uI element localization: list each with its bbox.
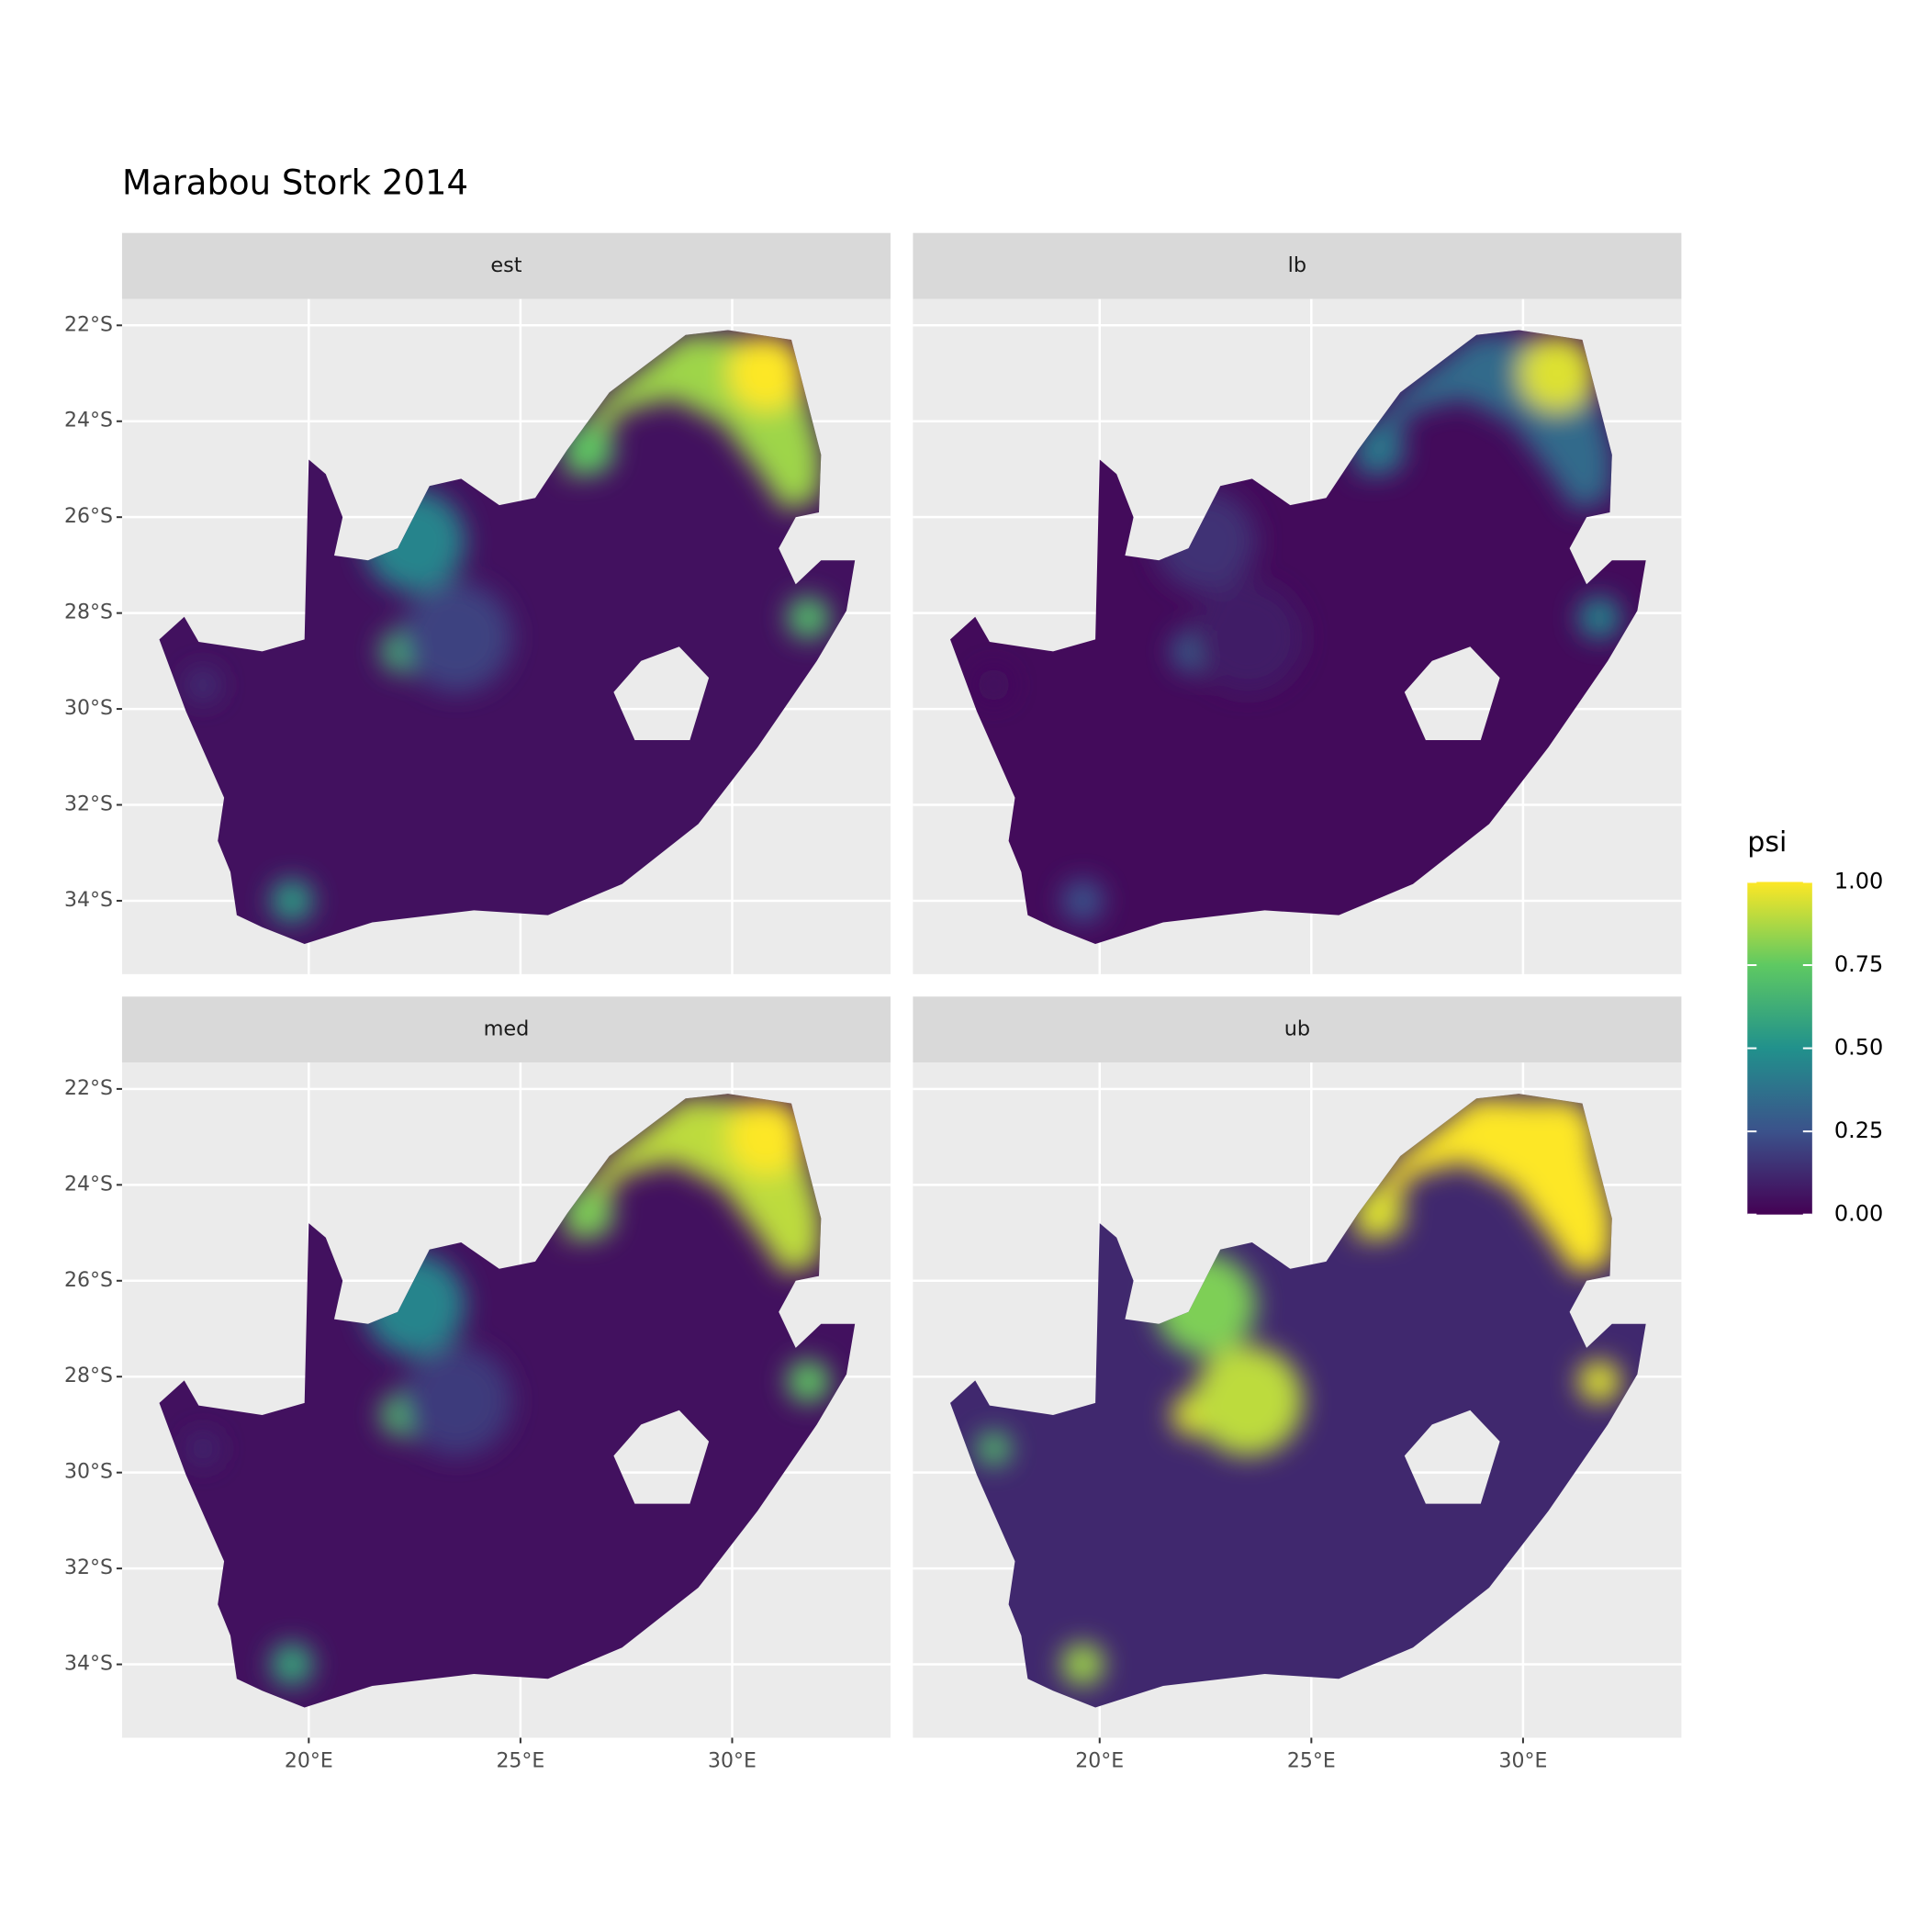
- y-tick-label: 28°S: [64, 1365, 113, 1387]
- y-tick-label: 26°S: [64, 1269, 113, 1292]
- psi-blur: [185, 1097, 830, 1686]
- psi-spot: [1577, 1360, 1620, 1403]
- psi-spot: [401, 581, 512, 692]
- psi-spot: [977, 1432, 1011, 1466]
- psi-spot: [1193, 581, 1304, 692]
- psi-spot: [1519, 335, 1596, 412]
- y-tick-label: 24°S: [64, 410, 113, 432]
- psi-spot: [1061, 1643, 1104, 1686]
- strip: [913, 232, 1682, 299]
- psi-spot: [727, 335, 804, 412]
- strip: [121, 232, 891, 299]
- psi-spot: [185, 668, 220, 702]
- x-tick-label: 30°E: [1498, 1749, 1547, 1772]
- y-tick-label: 34°S: [64, 1653, 113, 1676]
- legend-label: 0.25: [1834, 1118, 1883, 1143]
- strip-label: med: [484, 1017, 530, 1041]
- y-tick-label: 30°S: [64, 697, 113, 720]
- y-tick-label: 22°S: [64, 313, 113, 336]
- psi-spot: [185, 1432, 220, 1466]
- psi-spot: [1577, 596, 1620, 639]
- x-tick-label: 20°E: [1075, 1749, 1124, 1772]
- x-tick-label: 30°E: [708, 1749, 757, 1772]
- legend-label: 1.00: [1834, 868, 1883, 893]
- x-tick-label: 20°E: [285, 1749, 333, 1772]
- legend-label: 0.00: [1834, 1201, 1883, 1227]
- strip: [913, 996, 1682, 1063]
- y-tick-label: 28°S: [64, 601, 113, 624]
- strip-label: est: [490, 253, 521, 277]
- psi-spot: [1519, 1098, 1596, 1175]
- y-tick-label: 26°S: [64, 505, 113, 528]
- x-tick-label: 25°E: [1287, 1749, 1336, 1772]
- y-tick-label: 32°S: [64, 1556, 113, 1579]
- legend-label: 0.50: [1834, 1035, 1883, 1061]
- y-tick-label: 34°S: [64, 889, 113, 912]
- x-tick-label: 25°E: [496, 1749, 544, 1772]
- strip-label: lb: [1288, 253, 1306, 277]
- legend-label: 0.75: [1834, 951, 1883, 977]
- psi-spot: [977, 668, 1011, 702]
- psi-spot: [1193, 1345, 1304, 1456]
- psi-spot: [270, 879, 313, 923]
- legend-title: psi: [1747, 826, 1787, 859]
- psi-spot: [1061, 879, 1104, 923]
- y-tick-label: 32°S: [64, 793, 113, 816]
- strip: [121, 996, 891, 1063]
- psi-spot: [270, 1643, 313, 1686]
- psi-spot: [787, 1360, 830, 1403]
- psi-layer: [185, 1097, 830, 1686]
- psi-spot: [787, 596, 830, 639]
- strip-label: ub: [1284, 1017, 1310, 1041]
- y-tick-label: 30°S: [64, 1461, 113, 1484]
- psi-spot: [727, 1098, 804, 1175]
- y-tick-label: 24°S: [64, 1173, 113, 1196]
- colorbar: [1747, 882, 1812, 1215]
- chart-title: Marabou Stork 2014: [122, 163, 468, 203]
- psi-spot: [401, 1345, 512, 1456]
- y-tick-label: 22°S: [64, 1077, 113, 1100]
